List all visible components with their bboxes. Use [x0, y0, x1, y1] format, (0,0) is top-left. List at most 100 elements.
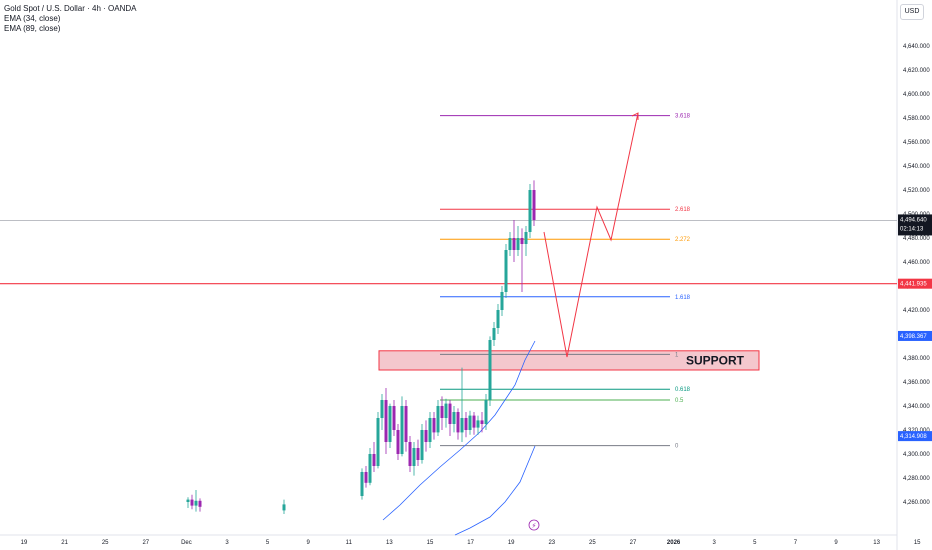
candle-body[interactable]: [372, 454, 376, 466]
candle-body[interactable]: [444, 403, 448, 418]
price-tick-label: 4,380.000: [903, 356, 930, 362]
ema34-tag[interactable]: [898, 330, 932, 341]
candle-body[interactable]: [404, 406, 408, 442]
candle-body[interactable]: [524, 232, 528, 244]
time-tick-label: 27: [630, 540, 637, 546]
time-tick-label: 25: [589, 540, 596, 546]
candle-body[interactable]: [428, 418, 432, 442]
candle-body[interactable]: [424, 430, 428, 442]
candle-body[interactable]: [392, 406, 396, 430]
projection-path[interactable]: [543, 112, 639, 358]
candle-body[interactable]: [504, 250, 508, 292]
price-tick-label: 4,340.000: [903, 404, 930, 410]
candle-body[interactable]: [368, 454, 372, 483]
candle-body[interactable]: [440, 406, 444, 418]
price-tick-label: 4,320.000: [903, 428, 930, 434]
red-level-tag-text: 4,441.935: [900, 282, 927, 288]
candle-body[interactable]: [460, 418, 464, 433]
current-price-text: 4,494.640: [900, 217, 927, 223]
candle-body[interactable]: [456, 412, 460, 433]
fib-level-label: 0: [675, 444, 679, 450]
fib-level-label: 0.618: [675, 387, 691, 393]
ema89-line: [454, 445, 536, 536]
candle-body[interactable]: [360, 472, 364, 496]
candle-body[interactable]: [412, 448, 416, 466]
time-tick-label: 21: [61, 540, 68, 546]
price-tick-label: 4,520.000: [903, 188, 930, 194]
price-tick-label: 4,260.000: [903, 500, 930, 506]
ema34-legend[interactable]: EMA (34, close): [4, 14, 61, 23]
time-tick-label: 27: [142, 540, 149, 546]
candle-body[interactable]: [532, 190, 536, 220]
time-tick-label: 13: [873, 540, 880, 546]
candle-body[interactable]: [432, 418, 436, 433]
support-zone[interactable]: [378, 350, 760, 371]
candle-body[interactable]: [282, 504, 286, 511]
candle-body[interactable]: [400, 406, 404, 454]
time-tick-label: 3: [225, 540, 229, 546]
fib-level-label: 2.272: [675, 237, 691, 243]
candle-body[interactable]: [448, 403, 452, 424]
candle-body[interactable]: [468, 415, 472, 430]
current-price-tag[interactable]: [898, 214, 932, 236]
fib-level-label: 1: [675, 352, 679, 358]
candle-body[interactable]: [488, 340, 492, 400]
time-tick-label: 19: [508, 540, 515, 546]
time-tick-label: 2026: [667, 540, 681, 546]
ema34-line: [382, 340, 536, 521]
fib-level-label: 3.618: [675, 114, 691, 120]
time-tick-label: 9: [834, 540, 838, 546]
candle-body[interactable]: [186, 499, 190, 502]
candle-body[interactable]: [512, 238, 516, 250]
candle-body[interactable]: [516, 238, 520, 250]
ema34-tag-text: 4,398.367: [900, 334, 927, 340]
candle-body[interactable]: [480, 420, 484, 424]
price-tick-label: 4,540.000: [903, 164, 930, 170]
candle-body[interactable]: [492, 328, 496, 340]
red-level-tag[interactable]: [898, 278, 932, 289]
candle-body[interactable]: [500, 292, 504, 310]
candle-body[interactable]: [436, 406, 440, 433]
candle-body[interactable]: [420, 430, 424, 460]
candle-body[interactable]: [496, 310, 500, 328]
time-tick-label: 11: [346, 540, 353, 546]
support-label: SUPPORT: [686, 353, 745, 367]
symbol-title[interactable]: Gold Spot / U.S. Dollar · 4h · OANDA: [4, 4, 137, 13]
time-tick-label: 15: [914, 540, 921, 546]
candle-body[interactable]: [472, 415, 476, 428]
time-tick-label: 23: [548, 540, 555, 546]
price-tick-label: 4,460.000: [903, 260, 930, 266]
time-tick-label: 7: [794, 540, 798, 546]
time-tick-label: 9: [307, 540, 311, 546]
candle-body[interactable]: [520, 238, 524, 244]
candle-body[interactable]: [452, 412, 456, 424]
candle-body[interactable]: [384, 400, 388, 442]
ema89-legend[interactable]: EMA (89, close): [4, 24, 61, 33]
candle-body[interactable]: [464, 418, 468, 430]
ema89-tag[interactable]: [898, 431, 932, 442]
candle-body[interactable]: [198, 500, 202, 507]
candle-body[interactable]: [484, 400, 488, 424]
time-tick-label: 13: [386, 540, 393, 546]
candle-body[interactable]: [380, 400, 384, 418]
candle-body[interactable]: [388, 406, 392, 442]
candle-body[interactable]: [376, 418, 380, 466]
candle-body[interactable]: [396, 430, 400, 454]
candle-body[interactable]: [476, 420, 480, 428]
currency-button[interactable]: USD: [900, 4, 924, 20]
fib-level-label: 0.5: [675, 398, 684, 404]
countdown-text: 02:14:13: [900, 226, 924, 232]
time-tick-label: 15: [427, 540, 434, 546]
candle-body[interactable]: [194, 500, 198, 506]
time-tick-label: 3: [713, 540, 717, 546]
event-lightning-icon[interactable]: [528, 519, 540, 531]
price-tick-label: 4,580.000: [903, 116, 930, 122]
candle-body[interactable]: [364, 472, 368, 483]
candle-body[interactable]: [508, 238, 512, 250]
candle-body[interactable]: [190, 499, 194, 506]
candle-body[interactable]: [528, 190, 532, 232]
lightning-glyph: ⚡: [532, 522, 537, 530]
candle-body[interactable]: [416, 448, 420, 460]
candle-body[interactable]: [408, 442, 412, 466]
